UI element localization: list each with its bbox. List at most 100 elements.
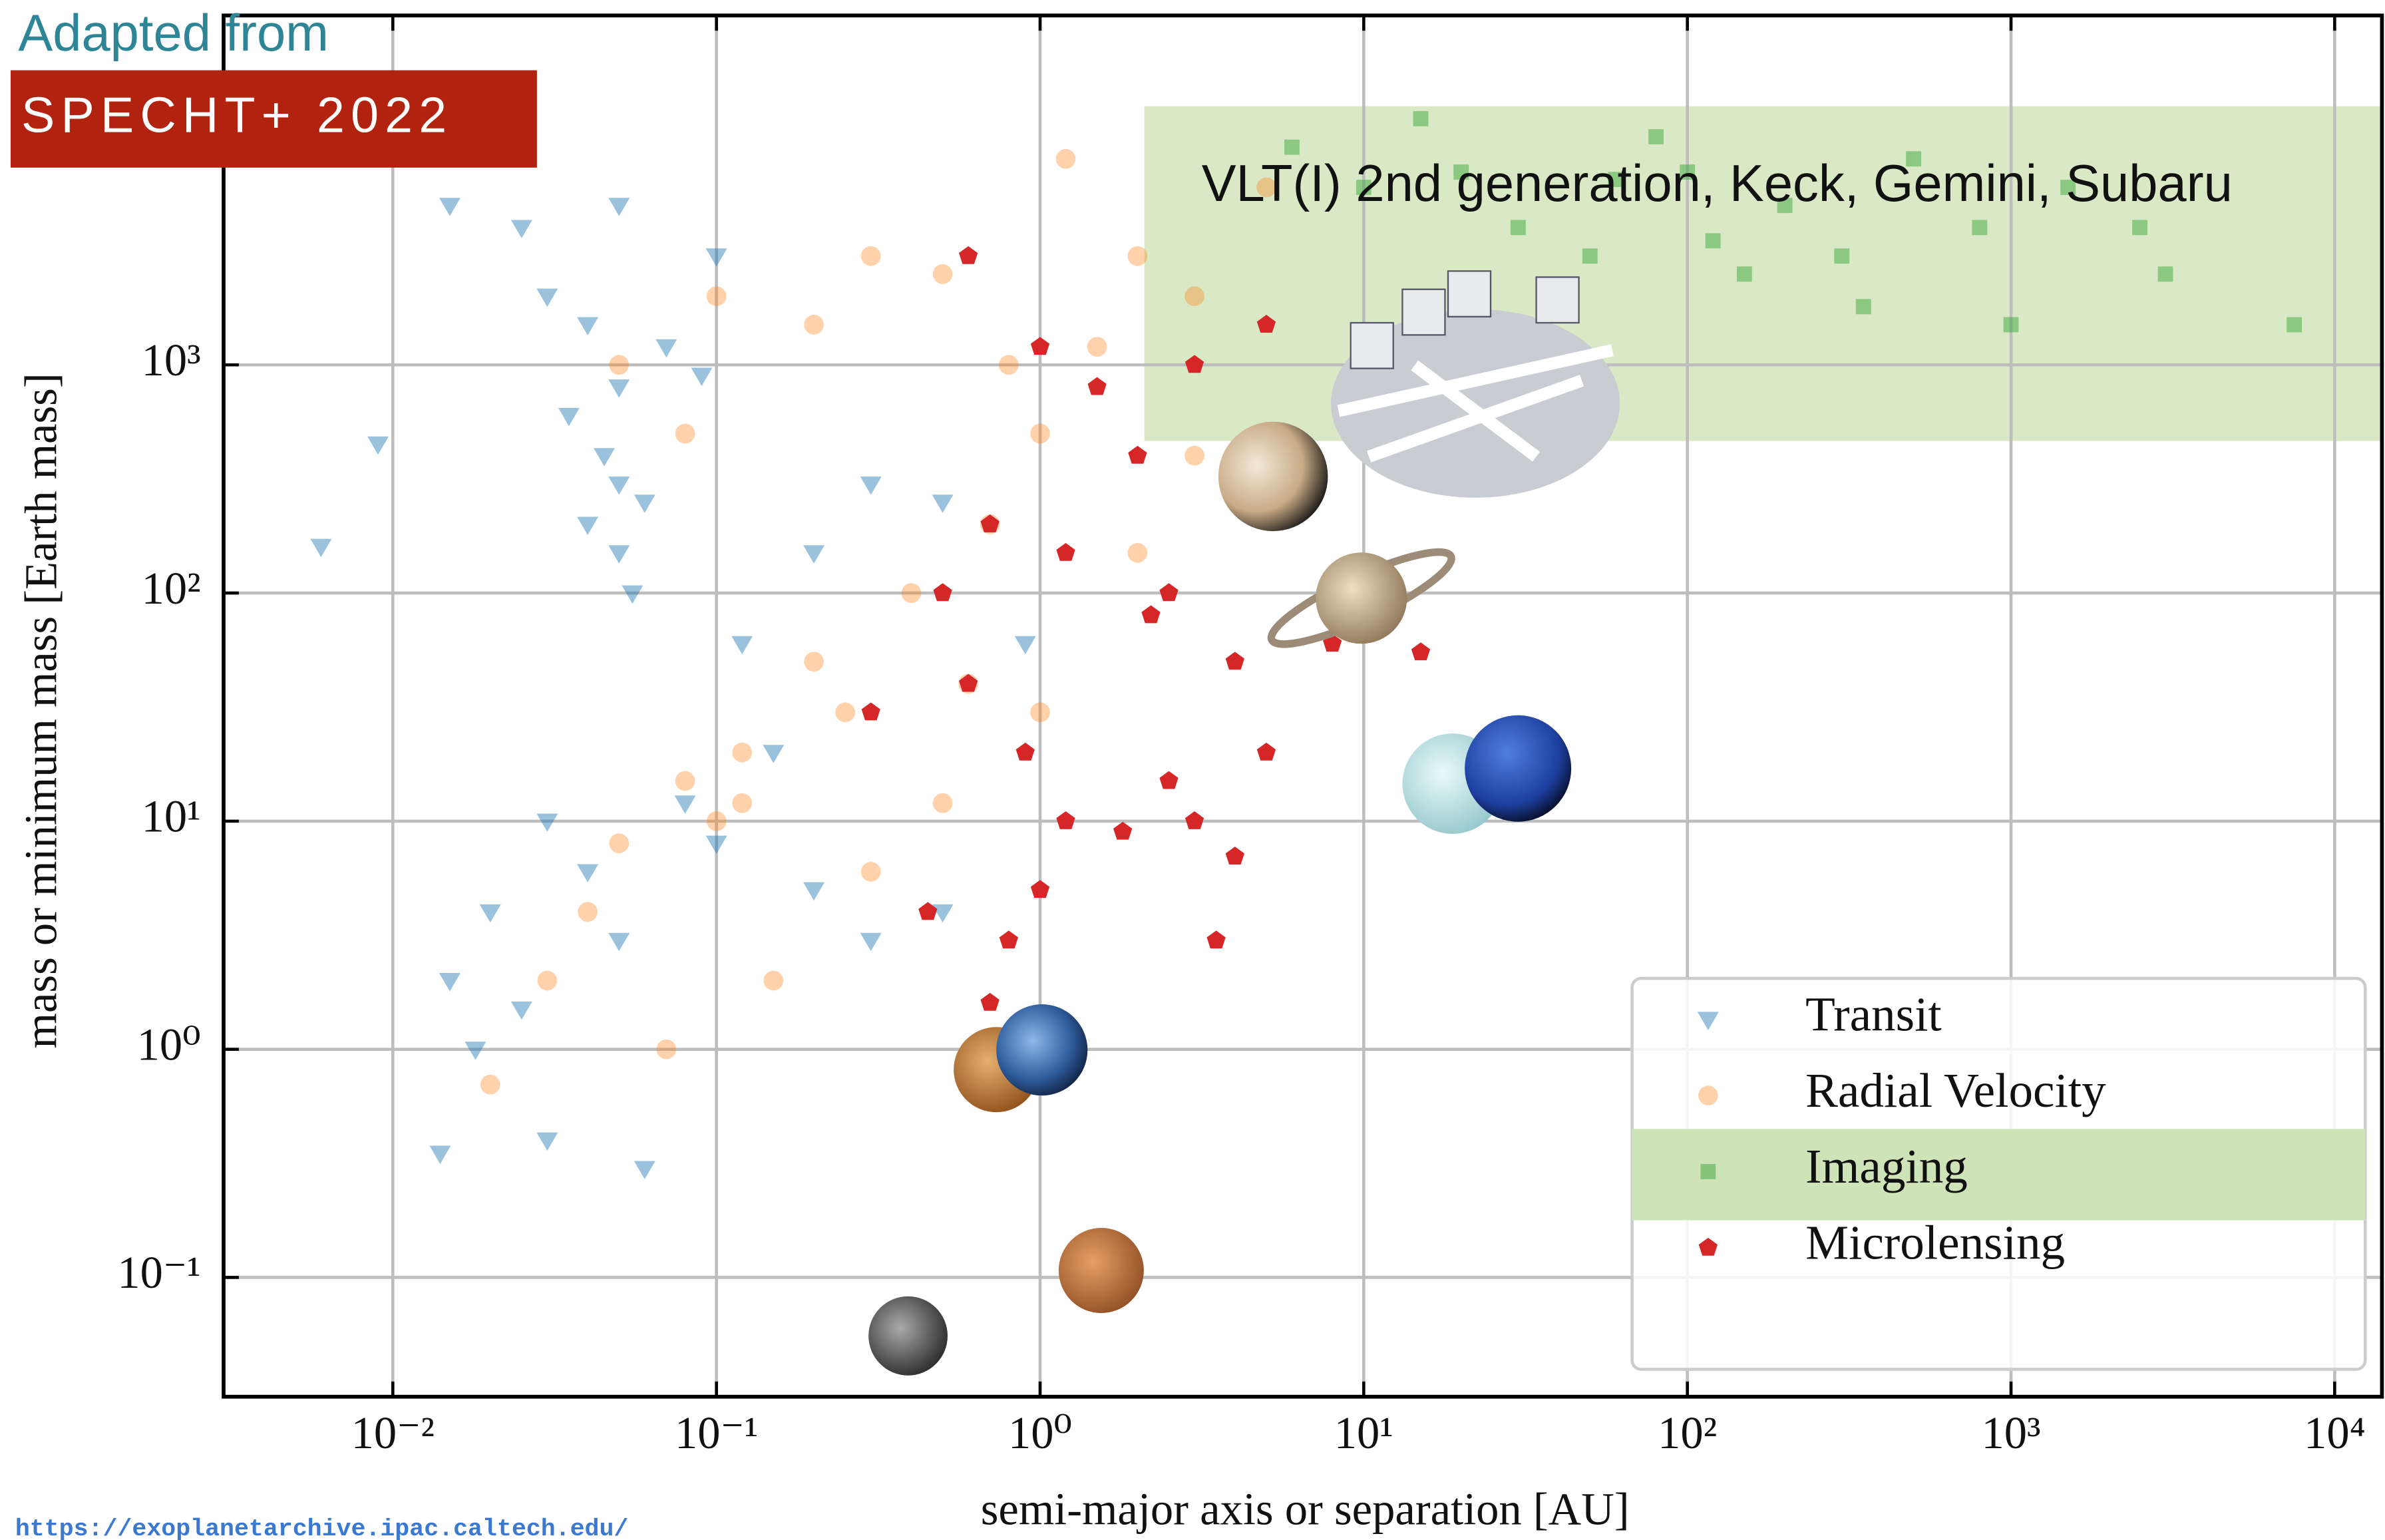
point [861, 702, 880, 721]
source-badge [11, 70, 537, 168]
y-tick-label: 10⁻¹ [117, 1247, 200, 1298]
point [732, 742, 753, 763]
point [1834, 248, 1850, 264]
point [763, 745, 785, 763]
point [480, 1074, 500, 1095]
point [622, 585, 643, 604]
point [1159, 583, 1179, 602]
point [1030, 337, 1050, 355]
point [310, 538, 332, 558]
point [577, 317, 599, 335]
credit: Adapted from [18, 5, 328, 62]
legend-marker [1700, 1164, 1716, 1179]
point [536, 288, 558, 307]
point [655, 339, 677, 358]
x-tick-label: 10⁻² [351, 1408, 435, 1458]
point [1185, 355, 1204, 373]
legend-marker [1698, 1085, 1718, 1105]
point [1087, 337, 1107, 357]
point [577, 516, 599, 535]
point [1855, 299, 1871, 315]
legend-label: Microlensing [1805, 1215, 2065, 1269]
point [706, 286, 727, 306]
y-tick-label: 10⁰ [137, 1019, 201, 1069]
observatory-image [1331, 270, 1620, 498]
legend: Transit Radial Velocity Imaging Microlensin… [1630, 976, 2367, 1371]
point [2157, 266, 2173, 282]
point [656, 1039, 677, 1059]
legend-label: Imaging [1805, 1139, 1968, 1193]
point [706, 811, 727, 831]
x-tick-label: 10¹ [1334, 1408, 1393, 1458]
x-tick-label: 10³ [1981, 1408, 2040, 1458]
point [1056, 542, 1075, 561]
point [536, 1132, 558, 1151]
point [933, 583, 952, 602]
y-tick-label: 10¹ [142, 791, 201, 842]
point [998, 355, 1019, 375]
point [674, 795, 696, 814]
point [1127, 542, 1148, 563]
point [593, 448, 615, 467]
plot-frame [222, 13, 2384, 1399]
point [578, 902, 598, 922]
point [860, 477, 882, 495]
point [1015, 742, 1035, 761]
point [1128, 445, 1147, 464]
point [429, 1145, 451, 1164]
point [860, 246, 881, 266]
point [1413, 110, 1429, 126]
point [608, 545, 630, 564]
saturn-icon [1316, 552, 1407, 644]
point [803, 882, 825, 901]
point [367, 436, 389, 455]
point [1185, 445, 1204, 466]
point [1159, 771, 1179, 789]
point [1510, 220, 1526, 236]
observatory-roads [1337, 344, 1614, 463]
point [510, 220, 532, 238]
jupiter-icon [1218, 421, 1328, 532]
point [999, 930, 1018, 949]
telescope-dome [1535, 276, 1580, 324]
neptune-icon [1465, 715, 1572, 822]
point [918, 902, 938, 920]
legend-marker [1698, 1237, 1718, 1256]
point [1185, 286, 1204, 306]
point [763, 970, 784, 991]
axes: 10⁻² 10⁻¹ 10⁰ 10¹ 10² 10³ 10⁴ 10⁻¹ 10⁰ 10¹ 10² 10³ [117, 13, 2384, 1458]
point [439, 973, 460, 992]
point [804, 315, 824, 335]
point [1648, 129, 1664, 144]
point [1284, 139, 1300, 155]
point [675, 423, 695, 444]
point [1030, 702, 1050, 723]
point [1582, 248, 1598, 264]
telescope-dome [1401, 288, 1446, 336]
point [1185, 811, 1204, 829]
point [860, 932, 882, 952]
point [558, 407, 580, 427]
x-axis-label: semi-major axis or separation [AU] [981, 1483, 1630, 1534]
point [932, 264, 953, 284]
point [1777, 198, 1793, 214]
point [2287, 317, 2302, 333]
point [479, 904, 501, 923]
point [634, 1161, 655, 1179]
planet-icons [868, 270, 1620, 1376]
point [609, 833, 630, 853]
x-tick-label: 10⁴ [2304, 1408, 2365, 1458]
point [731, 636, 753, 655]
point [1256, 742, 1276, 761]
point [932, 494, 954, 513]
point [958, 246, 978, 264]
point [608, 198, 630, 216]
point [1087, 377, 1107, 395]
point [1014, 636, 1036, 655]
y-axis-label: mass or minimum mass [Earth mass] [15, 373, 66, 1048]
point [608, 379, 630, 398]
legend-label: Radial Velocity [1805, 1063, 2106, 1117]
point [1680, 164, 1696, 180]
